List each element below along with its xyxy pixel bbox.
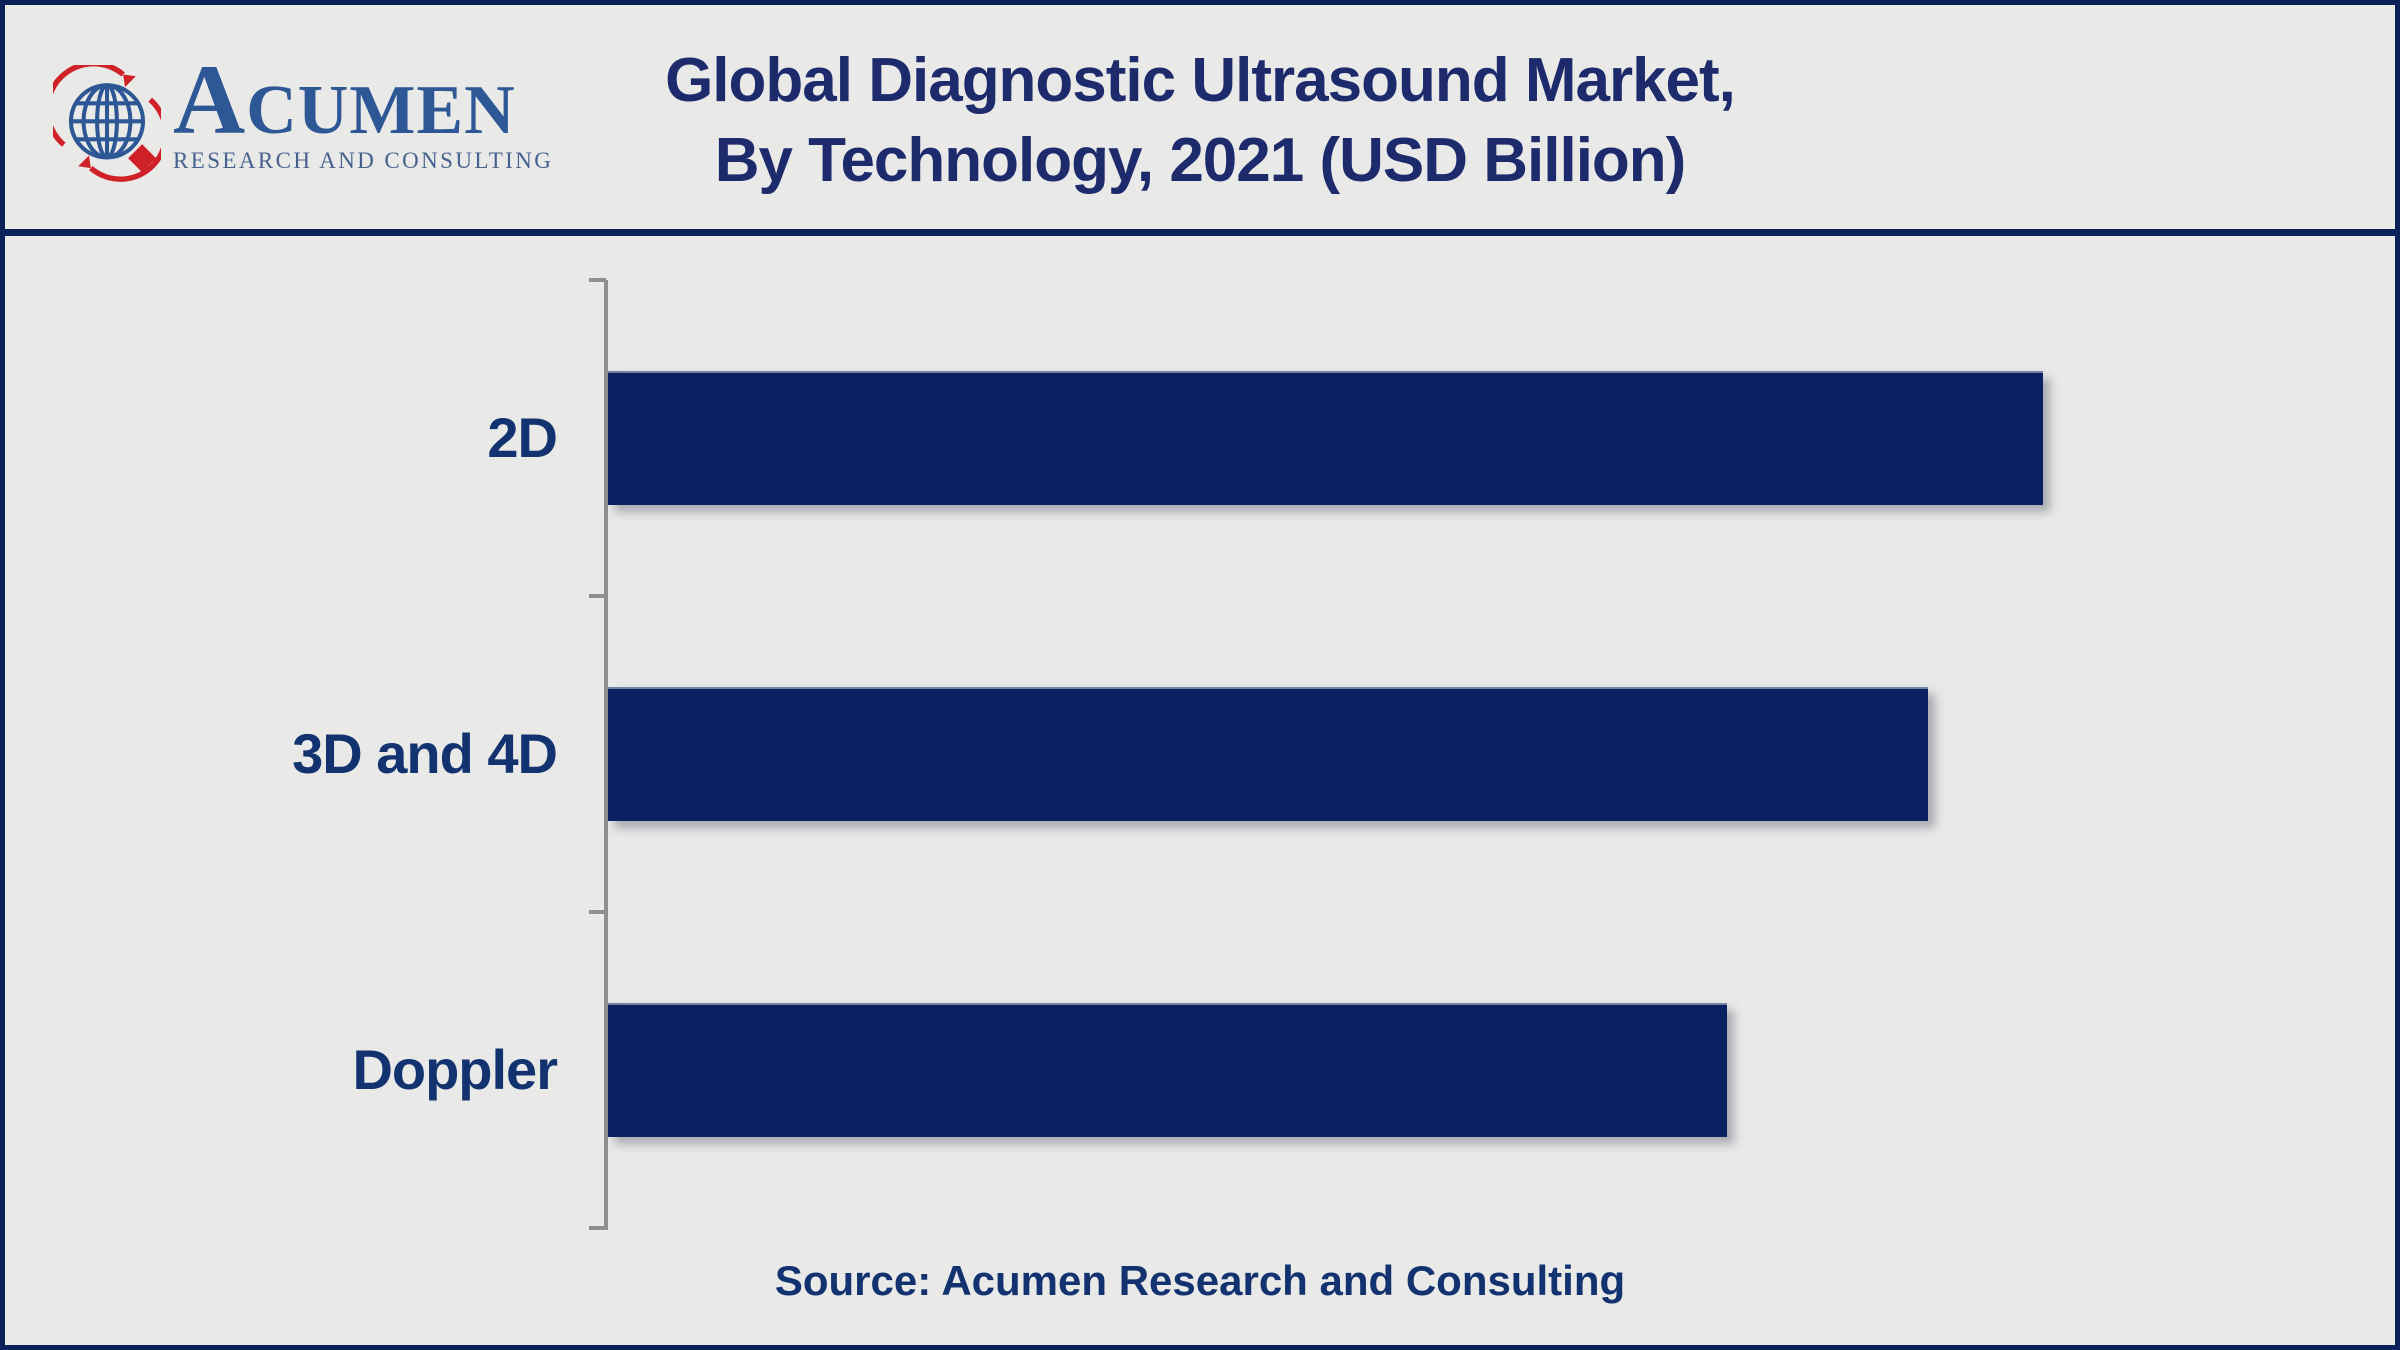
y-axis-line: [604, 280, 608, 1230]
bar-2d: [608, 371, 2043, 505]
chart-title-line2: By Technology, 2021 (USD Billion): [714, 126, 1687, 195]
header: ACUMEN RESEARCH AND CONSULTING Global Di…: [5, 5, 2395, 225]
source-attribution: Source: Acumen Research and Consulting: [774, 1257, 1626, 1304]
category-label-3d-and-4d: 3D and 4D: [292, 722, 558, 785]
y-axis-tick: [589, 1226, 606, 1230]
logo-wordmark: ACUMEN: [173, 44, 516, 155]
bar-3d-and-4d: [608, 687, 1928, 821]
category-label-doppler: Doppler: [352, 1038, 558, 1101]
logo-subtitle: RESEARCH AND CONSULTING: [173, 148, 554, 173]
chart-title: Global Diagnostic Ultrasound Market, By …: [5, 5, 2395, 201]
bar-doppler: [608, 1003, 1727, 1137]
y-axis-tick: [589, 594, 606, 598]
y-axis-tick: [589, 278, 606, 282]
bar-chart-plot-area: 2D 3D and 4D Doppler: [5, 236, 2395, 1256]
y-axis-tick: [589, 910, 606, 914]
globe-logo-icon: [53, 65, 161, 182]
logo-text-block: ACUMEN RESEARCH AND CONSULTING: [173, 57, 553, 174]
header-divider: [5, 229, 2395, 236]
acumen-logo: ACUMEN RESEARCH AND CONSULTING: [53, 57, 553, 183]
category-label-2d: 2D: [487, 406, 558, 469]
chart-title-line1: Global Diagnostic Ultrasound Market,: [665, 46, 1736, 115]
